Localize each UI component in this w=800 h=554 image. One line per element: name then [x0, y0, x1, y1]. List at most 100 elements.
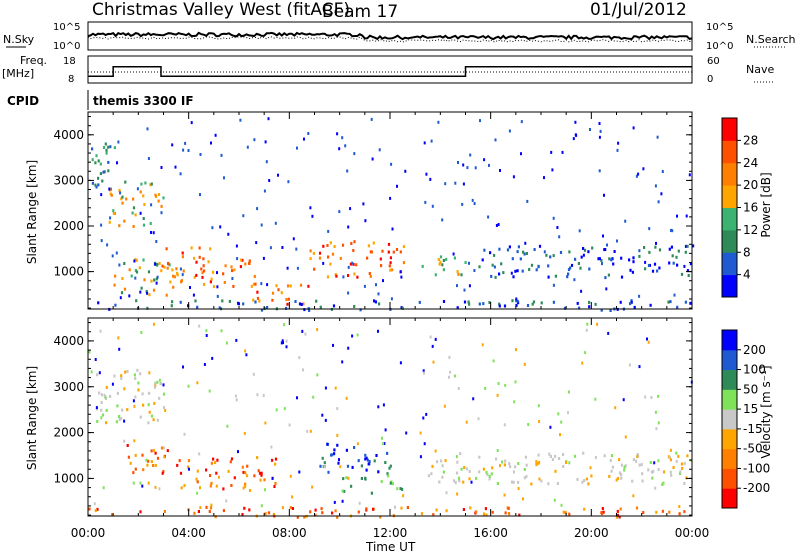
data-cell: [423, 371, 425, 375]
data-cell: [378, 302, 381, 306]
data-cell: [543, 176, 545, 180]
data-cell: [648, 227, 651, 231]
data-cell: [439, 255, 443, 259]
data-cell: [132, 225, 135, 228]
data-cell: [275, 408, 278, 412]
data-cell: [475, 476, 478, 480]
data-cell: [108, 187, 111, 191]
data-cell: [425, 172, 428, 176]
x-tick-label: 00:00: [675, 526, 710, 540]
data-cell: [260, 504, 263, 508]
data-cell: [638, 254, 641, 258]
data-cell: [207, 260, 210, 264]
data-cell: [567, 411, 569, 415]
data-cell: [253, 275, 256, 278]
data-cell: [644, 267, 647, 271]
data-cell: [401, 487, 404, 491]
data-cell: [382, 442, 385, 445]
data-cell: [285, 306, 288, 310]
colorbar-tick-label: 24: [743, 156, 758, 170]
power-colorbar: 4 8 12 16 20 24 28: [721, 117, 758, 298]
data-cell: [392, 250, 395, 254]
power-colorbar-label: Power [dB]: [759, 172, 773, 237]
data-cell: [212, 285, 216, 289]
data-cell: [648, 250, 651, 254]
data-cell: [253, 138, 256, 142]
data-cell: [647, 468, 650, 472]
data-cell: [588, 305, 591, 309]
data-cell: [136, 187, 139, 191]
data-cell: [224, 264, 227, 268]
data-cell: [119, 296, 122, 300]
data-cell: [106, 243, 109, 247]
data-cell: [668, 247, 671, 251]
data-cell: [212, 457, 215, 461]
data-cell: [226, 424, 229, 428]
data-cell: [201, 271, 204, 275]
data-cell: [215, 484, 218, 488]
data-cell: [216, 285, 219, 289]
site-title: Christmas Valley West (fitACF): [92, 0, 350, 20]
data-cell: [515, 297, 518, 301]
colorbar-tick-label: 15: [743, 402, 758, 416]
data-cell: [91, 147, 94, 151]
data-cell: [469, 506, 472, 510]
data-cell: [498, 272, 501, 276]
data-cell: [164, 409, 167, 412]
data-cell: [203, 283, 206, 286]
data-cell: [457, 476, 461, 480]
data-cell: [373, 459, 376, 463]
data-cell: [123, 387, 126, 391]
data-cell: [431, 344, 434, 348]
data-cell: [602, 510, 605, 514]
data-cell: [518, 513, 521, 517]
data-cell: [120, 291, 124, 295]
data-cell: [573, 454, 577, 458]
data-cell: [525, 475, 528, 478]
data-cell: [139, 372, 142, 376]
data-cell: [578, 306, 581, 310]
data-cell: [180, 279, 183, 283]
data-cell: [504, 459, 507, 463]
data-cell: [636, 455, 639, 459]
data-cell: [594, 302, 597, 306]
data-cell: [512, 175, 515, 179]
data-cell: [118, 415, 121, 418]
data-cell: [272, 513, 275, 516]
data-cell: [287, 284, 290, 288]
data-cell: [491, 466, 494, 470]
data-cell: [148, 293, 151, 297]
data-cell: [265, 160, 268, 164]
data-cell: [135, 299, 138, 303]
data-cell: [655, 241, 657, 245]
data-cell: [245, 353, 248, 357]
data-cell: [585, 328, 588, 332]
data-cell: [399, 270, 402, 274]
data-cell: [570, 263, 574, 267]
data-cell: [214, 515, 217, 519]
data-cell: [644, 395, 647, 399]
data-cell: [304, 332, 307, 336]
data-cell: [209, 280, 212, 284]
data-cell: [630, 299, 633, 303]
data-cell: [384, 461, 387, 464]
data-cell: [260, 282, 263, 286]
data-cell: [171, 143, 174, 147]
data-cell: [574, 120, 577, 124]
data-cell: [194, 299, 197, 303]
data-cell: [498, 247, 501, 251]
velocity-panel-frame: [87, 317, 693, 517]
data-cell: [126, 408, 129, 412]
data-cell: [617, 141, 620, 145]
data-cell: [148, 391, 151, 395]
data-cell: [155, 277, 158, 281]
data-cell: [117, 336, 120, 340]
data-cell: [632, 126, 635, 130]
data-cell: [331, 453, 334, 457]
data-cell: [676, 214, 678, 218]
data-cell: [661, 509, 664, 513]
data-cell: [520, 120, 523, 124]
data-cell: [358, 501, 361, 505]
data-cell: [216, 458, 219, 462]
data-cell: [291, 495, 294, 499]
